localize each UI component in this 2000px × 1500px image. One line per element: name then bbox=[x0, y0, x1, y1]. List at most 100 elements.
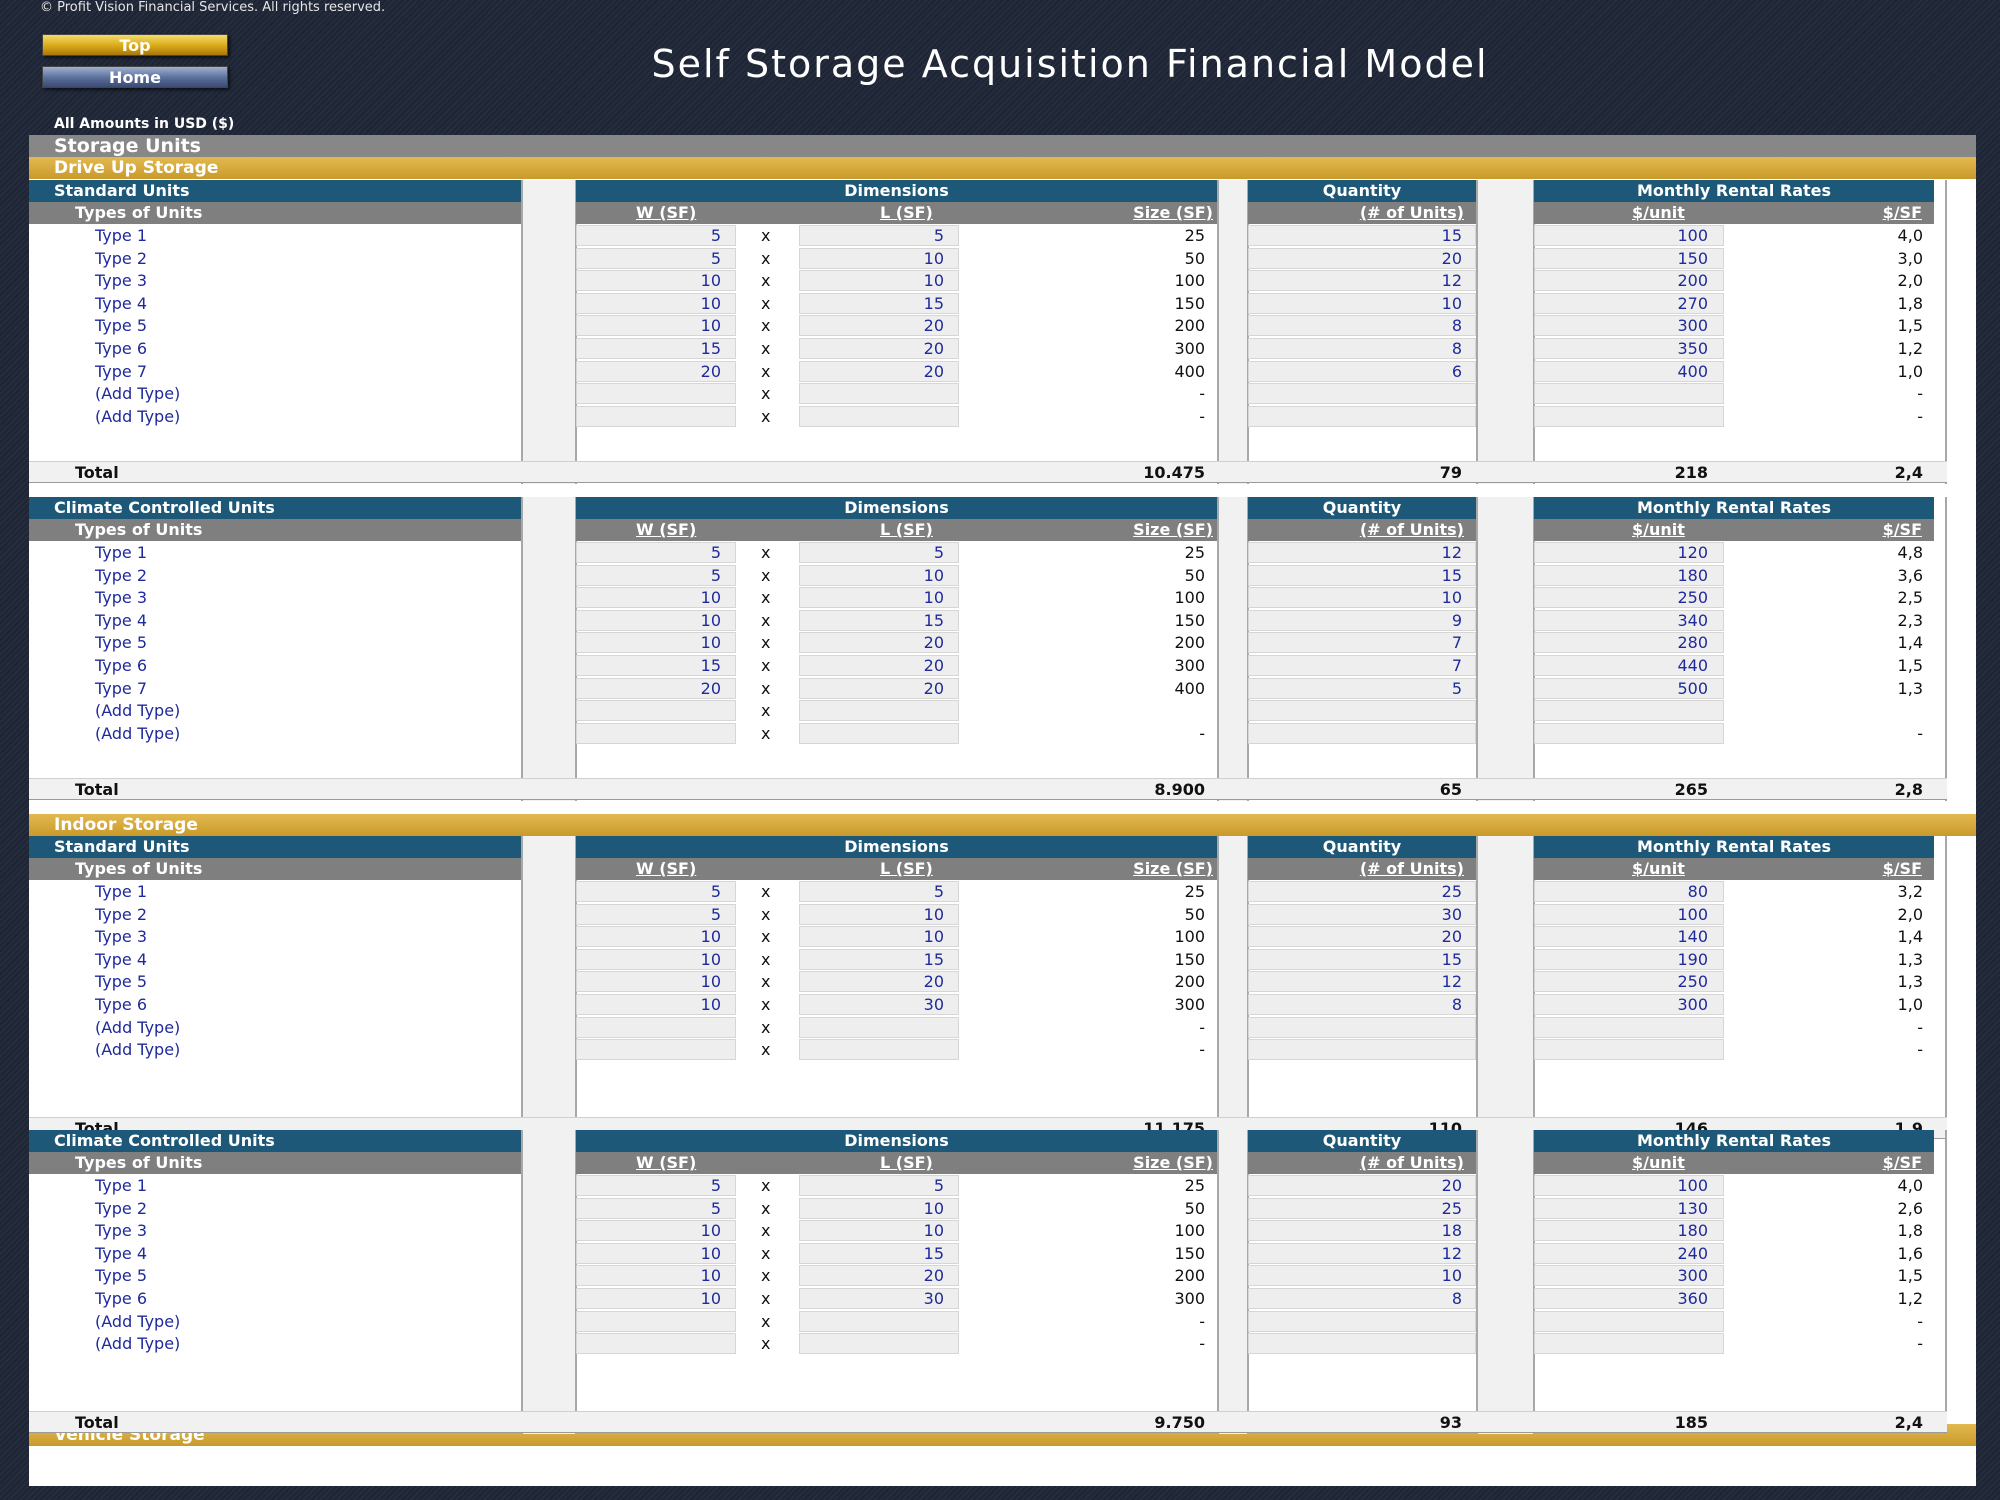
rate-input[interactable] bbox=[1534, 971, 1724, 993]
quantity-input[interactable] bbox=[1248, 292, 1476, 314]
rate-input[interactable] bbox=[1534, 270, 1724, 292]
rate-input[interactable] bbox=[1534, 1220, 1724, 1242]
length-input[interactable] bbox=[799, 1310, 959, 1332]
length-input[interactable] bbox=[799, 315, 959, 337]
quantity-input[interactable] bbox=[1248, 655, 1476, 676]
rate-input[interactable] bbox=[1534, 247, 1724, 269]
rate-input[interactable] bbox=[1534, 542, 1724, 563]
width-input[interactable] bbox=[576, 881, 736, 902]
quantity-input[interactable] bbox=[1248, 1039, 1476, 1061]
length-input[interactable] bbox=[799, 587, 959, 609]
width-input[interactable] bbox=[576, 1039, 736, 1061]
length-input[interactable] bbox=[799, 1039, 959, 1061]
quantity-input[interactable] bbox=[1248, 1197, 1476, 1219]
quantity-input[interactable] bbox=[1248, 383, 1476, 405]
quantity-input[interactable] bbox=[1248, 722, 1476, 744]
rate-input[interactable] bbox=[1534, 926, 1724, 948]
length-input[interactable] bbox=[799, 1016, 959, 1038]
quantity-input[interactable] bbox=[1248, 1265, 1476, 1287]
quantity-input[interactable] bbox=[1248, 587, 1476, 609]
length-input[interactable] bbox=[799, 655, 959, 676]
width-input[interactable] bbox=[576, 1016, 736, 1038]
quantity-input[interactable] bbox=[1248, 948, 1476, 970]
width-input[interactable] bbox=[576, 926, 736, 948]
rate-input[interactable] bbox=[1534, 1175, 1724, 1196]
top-button[interactable]: Top bbox=[42, 34, 228, 56]
quantity-input[interactable] bbox=[1248, 1016, 1476, 1038]
length-input[interactable] bbox=[799, 270, 959, 292]
length-input[interactable] bbox=[799, 1197, 959, 1219]
width-input[interactable] bbox=[576, 315, 736, 337]
width-input[interactable] bbox=[576, 587, 736, 609]
width-input[interactable] bbox=[576, 722, 736, 744]
width-input[interactable] bbox=[576, 1197, 736, 1219]
width-input[interactable] bbox=[576, 360, 736, 382]
width-input[interactable] bbox=[576, 405, 736, 427]
length-input[interactable] bbox=[799, 542, 959, 563]
length-input[interactable] bbox=[799, 971, 959, 993]
width-input[interactable] bbox=[576, 994, 736, 1015]
quantity-input[interactable] bbox=[1248, 225, 1476, 246]
quantity-input[interactable] bbox=[1248, 270, 1476, 292]
rate-input[interactable] bbox=[1534, 338, 1724, 359]
length-input[interactable] bbox=[799, 1242, 959, 1264]
length-input[interactable] bbox=[799, 677, 959, 699]
width-input[interactable] bbox=[576, 700, 736, 722]
rate-input[interactable] bbox=[1534, 1310, 1724, 1332]
quantity-input[interactable] bbox=[1248, 994, 1476, 1015]
length-input[interactable] bbox=[799, 881, 959, 902]
rate-input[interactable] bbox=[1534, 360, 1724, 382]
width-input[interactable] bbox=[576, 383, 736, 405]
length-input[interactable] bbox=[799, 564, 959, 586]
width-input[interactable] bbox=[576, 1175, 736, 1196]
width-input[interactable] bbox=[576, 542, 736, 563]
quantity-input[interactable] bbox=[1248, 1220, 1476, 1242]
rate-input[interactable] bbox=[1534, 1197, 1724, 1219]
rate-input[interactable] bbox=[1534, 1242, 1724, 1264]
length-input[interactable] bbox=[799, 1333, 959, 1355]
width-input[interactable] bbox=[576, 971, 736, 993]
width-input[interactable] bbox=[576, 1220, 736, 1242]
quantity-input[interactable] bbox=[1248, 360, 1476, 382]
length-input[interactable] bbox=[799, 994, 959, 1015]
width-input[interactable] bbox=[576, 1265, 736, 1287]
quantity-input[interactable] bbox=[1248, 1242, 1476, 1264]
length-input[interactable] bbox=[799, 1175, 959, 1196]
rate-input[interactable] bbox=[1534, 383, 1724, 405]
width-input[interactable] bbox=[576, 632, 736, 654]
length-input[interactable] bbox=[799, 948, 959, 970]
rate-input[interactable] bbox=[1534, 315, 1724, 337]
rate-input[interactable] bbox=[1534, 881, 1724, 902]
quantity-input[interactable] bbox=[1248, 1175, 1476, 1196]
width-input[interactable] bbox=[576, 1242, 736, 1264]
length-input[interactable] bbox=[799, 722, 959, 744]
quantity-input[interactable] bbox=[1248, 338, 1476, 359]
width-input[interactable] bbox=[576, 655, 736, 676]
rate-input[interactable] bbox=[1534, 632, 1724, 654]
rate-input[interactable] bbox=[1534, 903, 1724, 925]
width-input[interactable] bbox=[576, 270, 736, 292]
length-input[interactable] bbox=[799, 338, 959, 359]
length-input[interactable] bbox=[799, 926, 959, 948]
width-input[interactable] bbox=[576, 609, 736, 631]
rate-input[interactable] bbox=[1534, 677, 1724, 699]
rate-input[interactable] bbox=[1534, 1288, 1724, 1309]
length-input[interactable] bbox=[799, 383, 959, 405]
length-input[interactable] bbox=[799, 247, 959, 269]
quantity-input[interactable] bbox=[1248, 903, 1476, 925]
length-input[interactable] bbox=[799, 632, 959, 654]
length-input[interactable] bbox=[799, 360, 959, 382]
rate-input[interactable] bbox=[1534, 722, 1724, 744]
length-input[interactable] bbox=[799, 405, 959, 427]
width-input[interactable] bbox=[576, 1288, 736, 1309]
quantity-input[interactable] bbox=[1248, 926, 1476, 948]
rate-input[interactable] bbox=[1534, 587, 1724, 609]
rate-input[interactable] bbox=[1534, 1016, 1724, 1038]
rate-input[interactable] bbox=[1534, 292, 1724, 314]
width-input[interactable] bbox=[576, 1310, 736, 1332]
quantity-input[interactable] bbox=[1248, 609, 1476, 631]
quantity-input[interactable] bbox=[1248, 677, 1476, 699]
length-input[interactable] bbox=[799, 1220, 959, 1242]
width-input[interactable] bbox=[576, 247, 736, 269]
rate-input[interactable] bbox=[1534, 655, 1724, 676]
